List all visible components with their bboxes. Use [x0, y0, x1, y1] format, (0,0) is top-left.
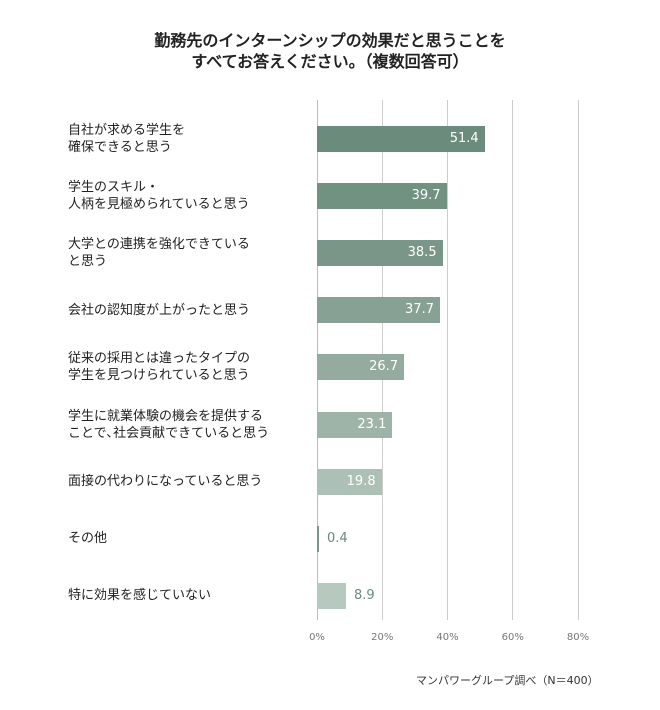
x-tick-label: 60% [501, 632, 524, 643]
bar [317, 183, 447, 210]
gridline [577, 100, 579, 620]
x-tick-label: 0% [309, 632, 325, 643]
bar [317, 240, 443, 267]
bar [317, 297, 440, 324]
category-label: 学生に就業体験の機会を提供する ことで､社会貢献できていると思う [68, 408, 270, 441]
data-label: 23.1 [357, 416, 387, 432]
x-tick-label: 40% [436, 632, 459, 643]
x-tick-label: 80% [566, 632, 590, 643]
bar [317, 126, 485, 152]
bar [317, 354, 405, 381]
category-label: 学生のスキル・ 人柄を見極められていると思う [68, 180, 250, 213]
category-label: 自社が求める学生を 確保できると思う [68, 123, 186, 155]
data-label: 19.8 [346, 473, 376, 489]
data-label: 0.4 [327, 530, 348, 546]
bar [317, 582, 347, 609]
data-label: 26.7 [369, 359, 399, 375]
title-line-1: 勤務先のインターンシップの効果だと思うことを [154, 31, 506, 50]
category-label: 特に効果を感じていない [68, 588, 212, 604]
data-label: 51.4 [449, 131, 479, 146]
chart-title: 勤務先のインターンシップの効果だと思うことを すべてお答えください。（複数回答可… [0, 30, 660, 72]
source-note: マンパワーグループ調べ（N＝400） [416, 674, 599, 687]
category-label: その他 [68, 531, 108, 547]
bar [317, 411, 393, 438]
bar [317, 525, 319, 552]
gridline [512, 100, 514, 620]
gridline [447, 100, 448, 620]
data-label: 8.9 [354, 587, 375, 603]
title-line-2: すべてお答えください。（複数回答可） [191, 52, 469, 71]
data-label: 39.7 [411, 188, 441, 204]
data-label: 37.7 [405, 302, 434, 318]
category-label: 面接の代わりになっていると思う [68, 474, 263, 490]
category-label: 従来の採用とは違ったタイプの 学生を見つけられていると思う [68, 351, 251, 384]
x-tick-label: 20% [371, 632, 394, 643]
data-label: 38.5 [407, 245, 437, 261]
bar [317, 468, 382, 495]
category-label: 大学との連携を強化できている と思う [68, 237, 250, 270]
category-label: 会社の認知度が上がったと思う [68, 302, 251, 318]
